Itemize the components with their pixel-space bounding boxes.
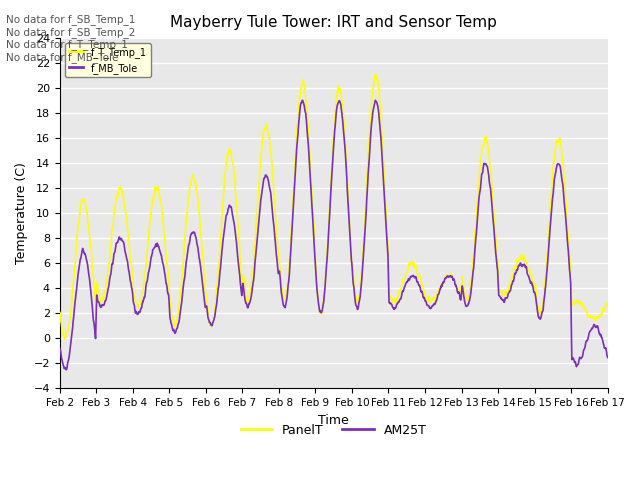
PanelT <box>372 71 380 77</box>
Title: Mayberry Tule Tower: IRT and Sensor Temp: Mayberry Tule Tower: IRT and Sensor Temp <box>170 15 497 30</box>
PanelT <box>419 287 427 293</box>
Legend: f_T_Temp_1, f_MB_Tole: f_T_Temp_1, f_MB_Tole <box>65 43 151 77</box>
AM25T <box>372 97 380 103</box>
AM25T <box>178 297 186 302</box>
AM25T <box>604 355 611 360</box>
AM25T <box>540 305 547 311</box>
Y-axis label: Temperature (C): Temperature (C) <box>15 162 28 264</box>
Line: AM25T: AM25T <box>60 100 607 370</box>
PanelT <box>178 276 186 281</box>
PanelT <box>540 299 547 304</box>
PanelT <box>61 337 69 343</box>
PanelT <box>604 304 611 310</box>
AM25T <box>165 292 173 298</box>
AM25T <box>491 240 499 246</box>
PanelT <box>165 275 173 281</box>
PanelT <box>239 274 247 279</box>
X-axis label: Time: Time <box>318 414 349 427</box>
AM25T <box>63 367 70 372</box>
AM25T <box>239 283 247 289</box>
PanelT <box>56 310 63 315</box>
Text: No data for f_SB_Temp_1
No data for f_SB_Temp_2
No data for f_T_Temp_1
No data f: No data for f_SB_Temp_1 No data for f_SB… <box>6 14 136 63</box>
Line: PanelT: PanelT <box>60 74 607 340</box>
AM25T <box>56 345 63 351</box>
PanelT <box>491 226 499 232</box>
AM25T <box>419 295 427 300</box>
